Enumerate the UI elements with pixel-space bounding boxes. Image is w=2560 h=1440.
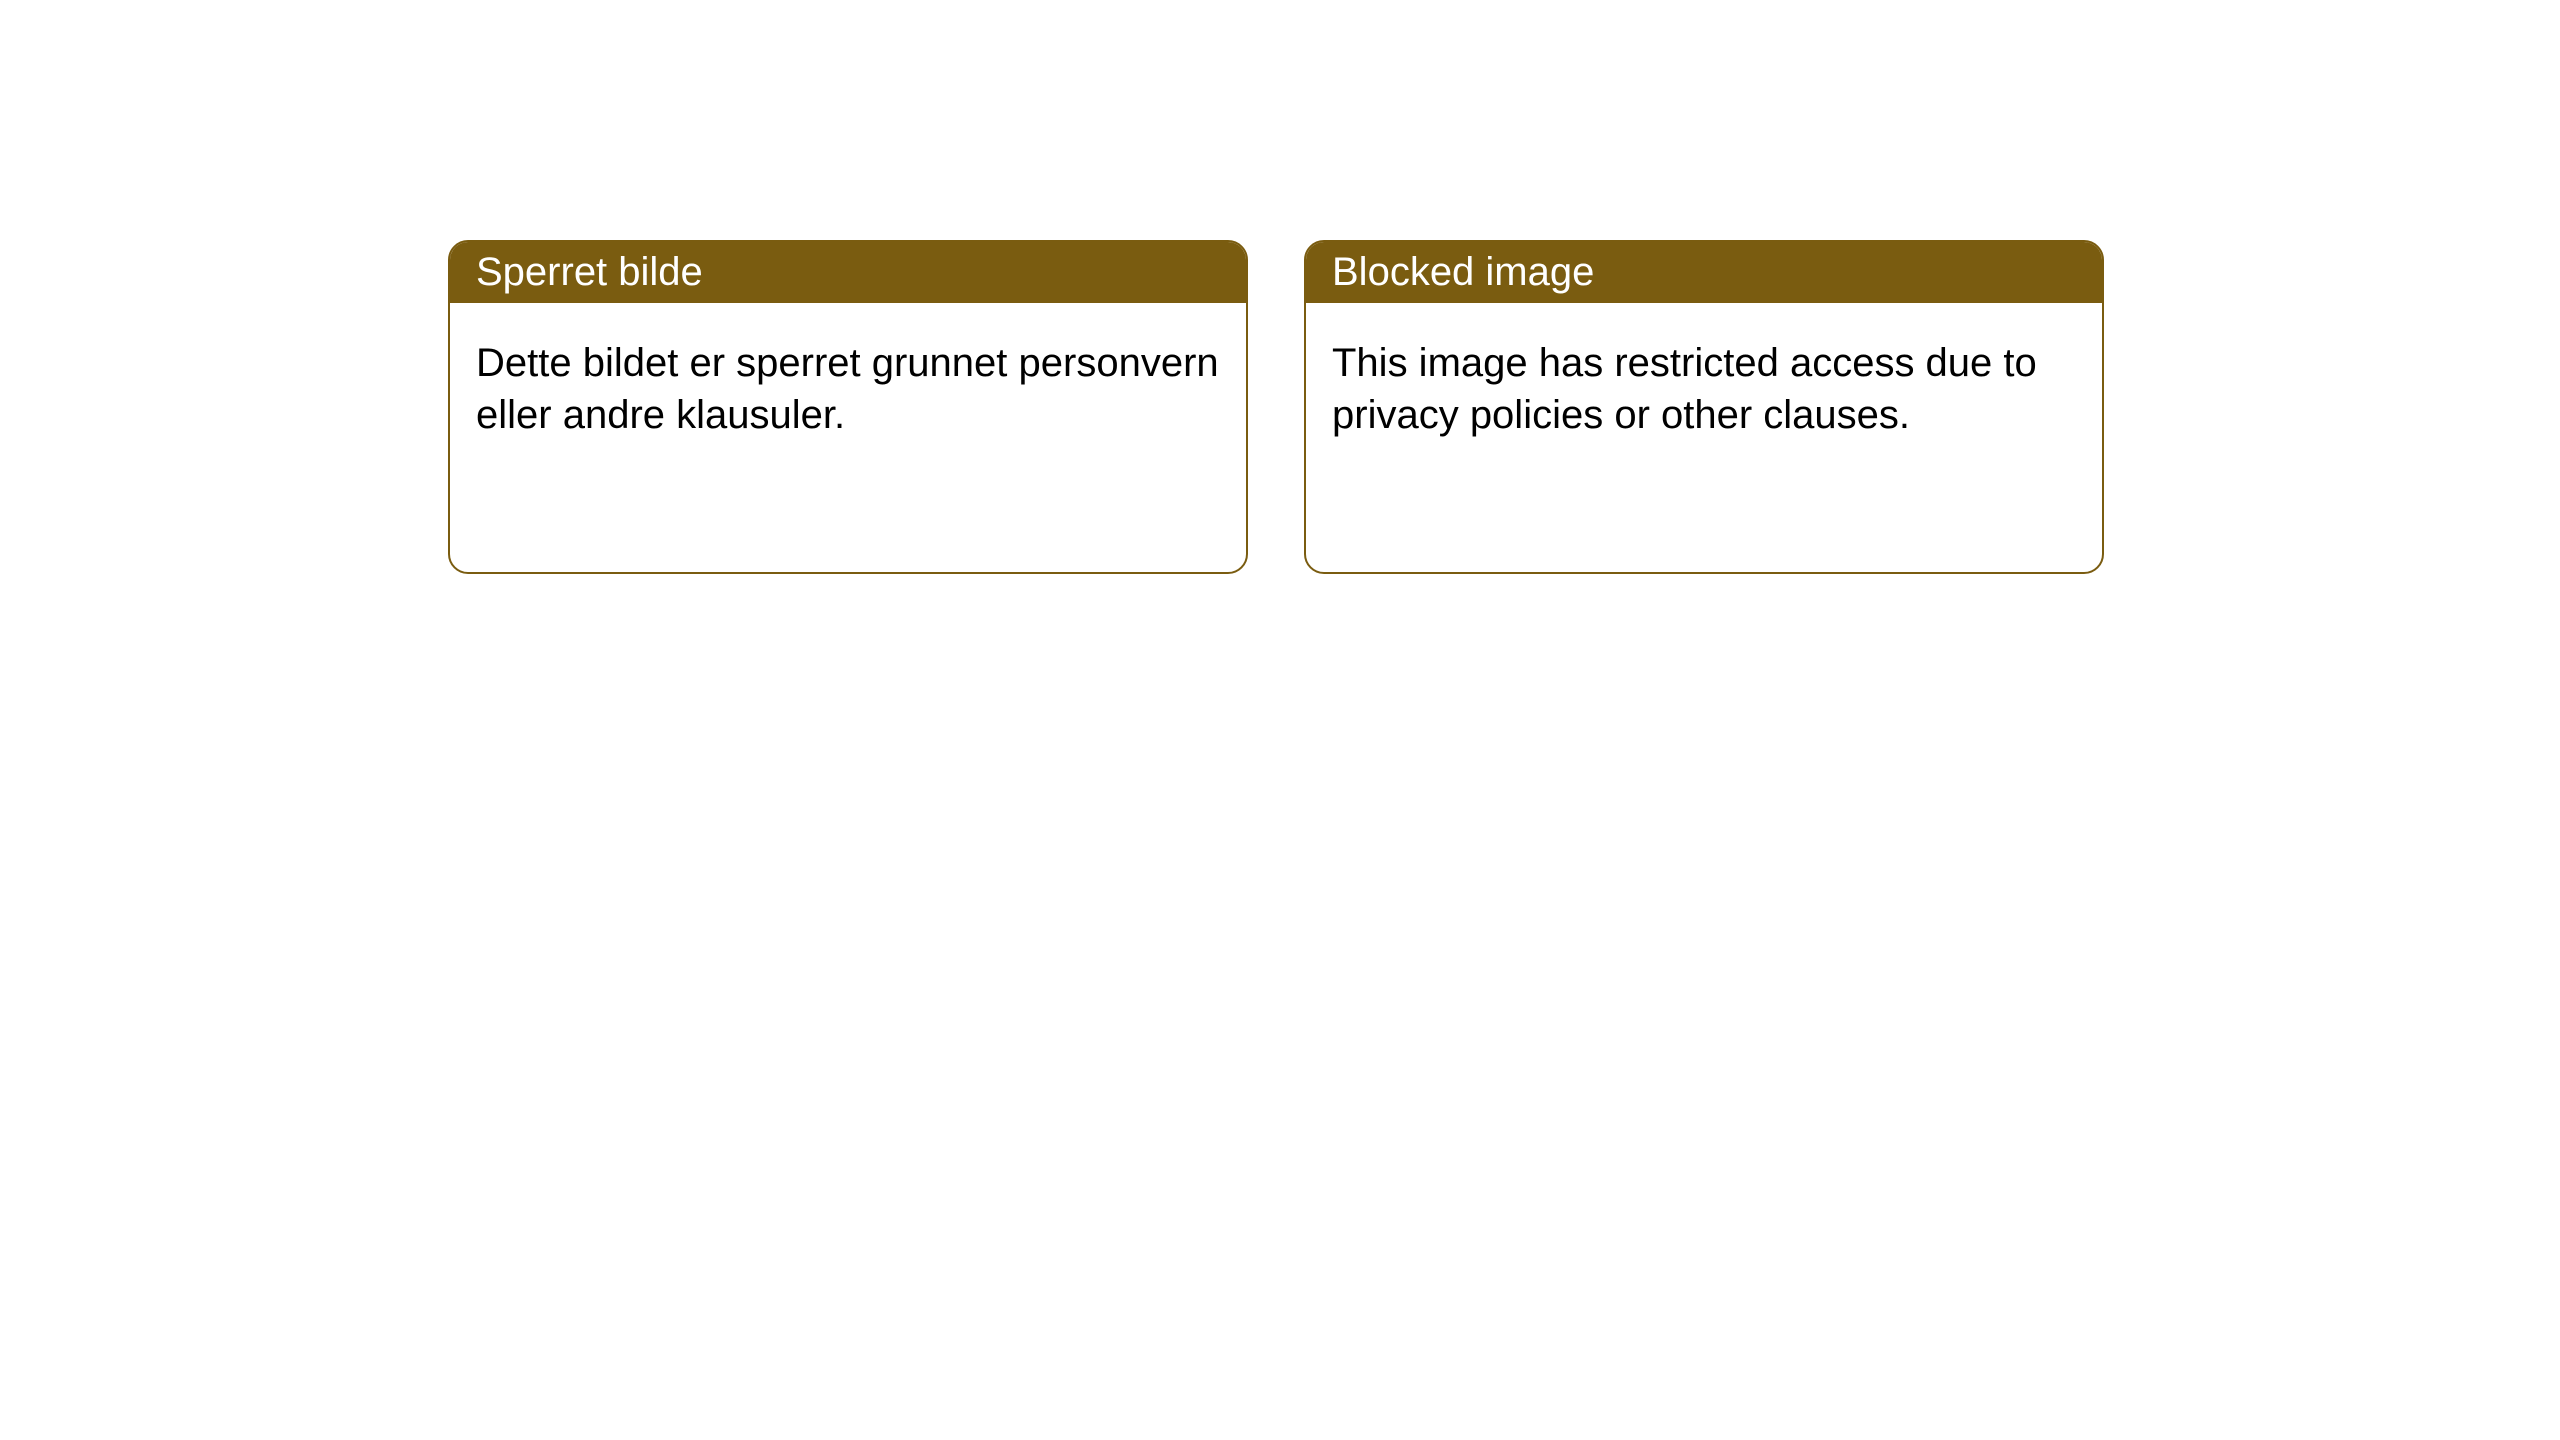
card-body-text: Dette bildet er sperret grunnet personve… [476,341,1219,437]
notice-container: Sperret bilde Dette bildet er sperret gr… [0,0,2560,574]
card-header: Blocked image [1306,242,2102,303]
card-header-text: Blocked image [1332,250,1594,294]
notice-card-english: Blocked image This image has restricted … [1304,240,2104,574]
notice-card-norwegian: Sperret bilde Dette bildet er sperret gr… [448,240,1248,574]
card-header-text: Sperret bilde [476,250,703,294]
card-body: This image has restricted access due to … [1306,303,2102,475]
card-body-text: This image has restricted access due to … [1332,341,2037,437]
card-body: Dette bildet er sperret grunnet personve… [450,303,1246,475]
card-header: Sperret bilde [450,242,1246,303]
